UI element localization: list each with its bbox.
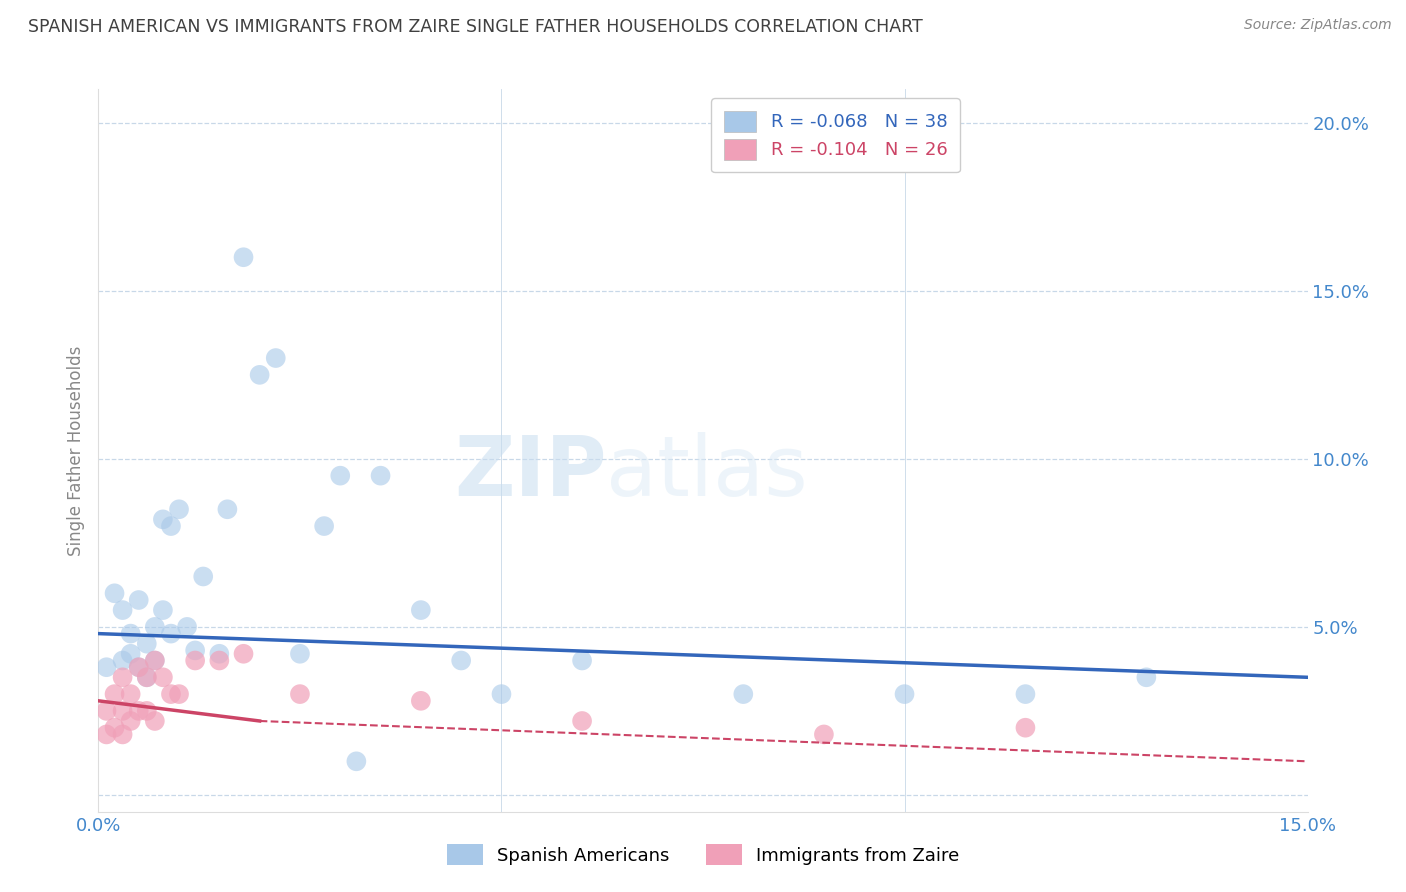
Point <box>217 502 239 516</box>
Text: ZIP: ZIP <box>454 432 606 513</box>
Legend: R = -0.068   N = 38, R = -0.104   N = 26: R = -0.068 N = 38, R = -0.104 N = 26 <box>711 98 960 172</box>
Point <box>128 660 150 674</box>
Point <box>1135 670 1157 684</box>
Y-axis label: Single Father Households: Single Father Households <box>66 345 84 556</box>
Point <box>96 727 118 741</box>
Point <box>733 687 755 701</box>
Point <box>288 647 311 661</box>
Point <box>160 626 183 640</box>
Point <box>450 653 472 667</box>
Point <box>813 727 835 741</box>
Point <box>103 721 125 735</box>
Point <box>103 586 125 600</box>
Point <box>128 593 150 607</box>
Point <box>167 687 190 701</box>
Point <box>128 704 150 718</box>
Point <box>143 620 166 634</box>
Point <box>143 653 166 667</box>
Point <box>232 250 254 264</box>
Point <box>176 620 198 634</box>
Point <box>103 687 125 701</box>
Point <box>128 660 150 674</box>
Point <box>370 468 392 483</box>
Point <box>409 694 432 708</box>
Point <box>152 603 174 617</box>
Point <box>491 687 513 701</box>
Point <box>409 603 432 617</box>
Point <box>111 670 134 684</box>
Point <box>893 687 915 701</box>
Point <box>152 670 174 684</box>
Point <box>167 502 190 516</box>
Text: SPANISH AMERICAN VS IMMIGRANTS FROM ZAIRE SINGLE FATHER HOUSEHOLDS CORRELATION C: SPANISH AMERICAN VS IMMIGRANTS FROM ZAIR… <box>28 18 922 36</box>
Point <box>160 687 183 701</box>
Point <box>135 670 157 684</box>
Point <box>1014 687 1036 701</box>
Point <box>314 519 336 533</box>
Point <box>111 653 134 667</box>
Point <box>571 653 593 667</box>
Point <box>208 647 231 661</box>
Point <box>120 687 142 701</box>
Point <box>232 647 254 661</box>
Point <box>249 368 271 382</box>
Point <box>135 637 157 651</box>
Point <box>120 626 142 640</box>
Point <box>96 704 118 718</box>
Point <box>120 714 142 728</box>
Legend: Spanish Americans, Immigrants from Zaire: Spanish Americans, Immigrants from Zaire <box>437 835 969 874</box>
Text: Source: ZipAtlas.com: Source: ZipAtlas.com <box>1244 18 1392 32</box>
Point <box>571 714 593 728</box>
Point <box>264 351 287 365</box>
Point <box>135 704 157 718</box>
Point <box>143 714 166 728</box>
Point <box>288 687 311 701</box>
Point <box>111 704 134 718</box>
Point <box>208 653 231 667</box>
Point <box>184 643 207 657</box>
Point <box>111 603 134 617</box>
Text: atlas: atlas <box>606 432 808 513</box>
Point <box>329 468 352 483</box>
Point <box>135 670 157 684</box>
Point <box>1014 721 1036 735</box>
Point <box>193 569 215 583</box>
Point <box>120 647 142 661</box>
Point <box>143 653 166 667</box>
Point <box>344 754 367 768</box>
Point <box>160 519 183 533</box>
Point <box>152 512 174 526</box>
Point <box>184 653 207 667</box>
Point <box>96 660 118 674</box>
Point <box>111 727 134 741</box>
